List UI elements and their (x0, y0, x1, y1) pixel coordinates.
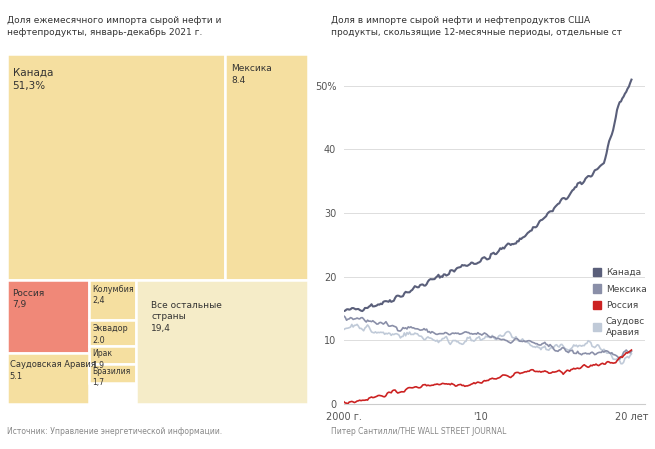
Bar (89, 320, 136, 346)
Text: Источник: Управление энергетической информации.: Источник: Управление энергетической инфо… (7, 427, 221, 436)
Text: Доля в импорте сырой нефти и нефтепродуктов США
продукты, скользящие 12-месячные: Доля в импорте сырой нефти и нефтепродук… (331, 16, 622, 36)
Bar (7, 54, 225, 280)
Bar (7, 353, 89, 404)
Bar (136, 280, 308, 404)
Text: Все остальные
страны
19,4: Все остальные страны 19,4 (151, 301, 222, 333)
Text: Мексика
8.4: Мексика 8.4 (231, 64, 272, 85)
Bar (225, 54, 308, 280)
Text: Питер Сантилли/THE WALL STREET JOURNAL: Питер Сантилли/THE WALL STREET JOURNAL (331, 427, 506, 436)
Bar (89, 346, 136, 364)
Text: Доля ежемесячного импорта сырой нефти и
нефтепродукты, январь-декабрь 2021 г.: Доля ежемесячного импорта сырой нефти и … (7, 16, 221, 36)
Text: Саудовская Аравия
5.1: Саудовская Аравия 5.1 (10, 360, 96, 381)
Legend: Канада, Мексика, Россия, Саудовс
Аравия: Канада, Мексика, Россия, Саудовс Аравия (593, 268, 646, 337)
Text: Канада
51,3%: Канада 51,3% (12, 68, 53, 91)
Text: Ирак
1,9: Ирак 1,9 (92, 349, 113, 370)
Bar (89, 280, 136, 320)
Text: Бразилия
1,7: Бразилия 1,7 (92, 367, 130, 387)
Text: Колумбия
2,4: Колумбия 2,4 (92, 285, 134, 305)
Text: Эквадор
2.0: Эквадор 2.0 (92, 324, 128, 345)
Bar (89, 364, 136, 383)
Text: Россия
7,9: Россия 7,9 (12, 289, 45, 309)
Bar (7, 280, 89, 353)
